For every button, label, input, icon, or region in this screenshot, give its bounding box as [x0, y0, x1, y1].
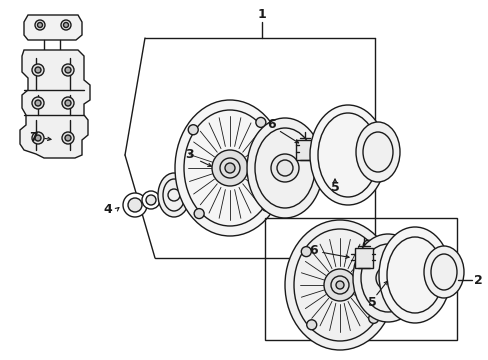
- Circle shape: [62, 97, 74, 109]
- Bar: [264, 218, 456, 340]
- Text: 3: 3: [185, 148, 194, 162]
- Circle shape: [32, 64, 44, 76]
- Circle shape: [142, 191, 160, 209]
- Text: 2: 2: [473, 274, 481, 287]
- Ellipse shape: [246, 118, 323, 218]
- Circle shape: [363, 240, 372, 250]
- Circle shape: [65, 135, 71, 141]
- Bar: [295, 140, 313, 160]
- Circle shape: [35, 100, 41, 106]
- Circle shape: [368, 313, 378, 323]
- Circle shape: [62, 132, 74, 144]
- Circle shape: [35, 67, 41, 73]
- Circle shape: [261, 201, 271, 211]
- Ellipse shape: [423, 246, 463, 298]
- Ellipse shape: [309, 105, 385, 205]
- Circle shape: [306, 320, 316, 330]
- Circle shape: [324, 269, 355, 301]
- Circle shape: [212, 150, 247, 186]
- Text: 4: 4: [103, 203, 112, 216]
- Ellipse shape: [158, 173, 190, 217]
- Circle shape: [35, 135, 41, 141]
- Circle shape: [61, 20, 71, 30]
- Circle shape: [38, 22, 42, 27]
- Circle shape: [188, 125, 198, 135]
- Text: 5: 5: [330, 181, 339, 194]
- Circle shape: [301, 247, 311, 257]
- Circle shape: [128, 198, 142, 212]
- Polygon shape: [24, 15, 82, 40]
- Ellipse shape: [378, 227, 450, 323]
- Text: 7: 7: [30, 131, 38, 144]
- Ellipse shape: [175, 100, 285, 236]
- Ellipse shape: [352, 234, 422, 322]
- Circle shape: [335, 281, 343, 289]
- Text: 1: 1: [257, 9, 266, 22]
- Circle shape: [62, 64, 74, 76]
- Circle shape: [63, 22, 68, 27]
- Text: 6: 6: [267, 118, 276, 131]
- Circle shape: [32, 132, 44, 144]
- Polygon shape: [20, 50, 90, 158]
- Circle shape: [194, 208, 203, 219]
- Ellipse shape: [285, 220, 394, 350]
- Ellipse shape: [355, 122, 399, 182]
- Circle shape: [65, 67, 71, 73]
- Circle shape: [270, 154, 298, 182]
- Circle shape: [35, 20, 45, 30]
- Circle shape: [123, 193, 147, 217]
- Text: 5: 5: [367, 296, 376, 309]
- Circle shape: [146, 195, 156, 205]
- Circle shape: [32, 97, 44, 109]
- Circle shape: [375, 266, 399, 290]
- Circle shape: [224, 163, 235, 173]
- Bar: [354, 248, 372, 268]
- Text: 6: 6: [309, 243, 318, 256]
- Circle shape: [255, 117, 265, 127]
- Circle shape: [65, 100, 71, 106]
